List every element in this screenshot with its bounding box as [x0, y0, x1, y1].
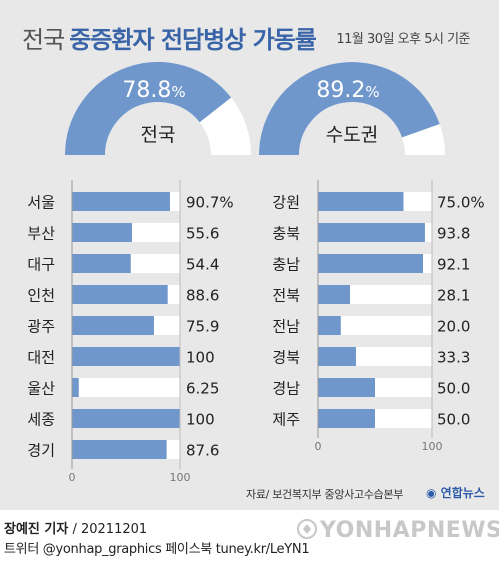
bar — [318, 347, 356, 366]
bar — [318, 316, 341, 335]
bar — [72, 223, 133, 242]
gauge-label: 수도권 — [326, 124, 378, 146]
bar — [318, 254, 423, 273]
category-label: 경북 — [272, 349, 300, 367]
category-label: 광주 — [27, 318, 55, 336]
bar — [72, 254, 131, 273]
bar — [318, 192, 404, 211]
bar-track — [318, 316, 432, 335]
category-label: 울산 — [27, 380, 55, 398]
footer-credit: 장예진 기자 / 20211201 — [4, 518, 147, 537]
value-label: 50.0 — [437, 411, 470, 429]
value-label: 50.0 — [437, 380, 470, 398]
title-main: 중증환자 전담병상 가동률 — [69, 26, 317, 54]
source-note: 자료/ 보건복지부 중앙사고수습본부 — [246, 488, 404, 501]
publish-code: / 20211201 — [72, 522, 148, 537]
category-label: 인천 — [27, 287, 55, 305]
value-label: 90.7% — [186, 194, 234, 212]
value-label: 55.6 — [186, 225, 219, 243]
value-label: 93.8 — [437, 225, 470, 243]
gauge-value: 89.2% — [316, 78, 379, 103]
category-label: 충남 — [272, 256, 300, 274]
value-label: 33.3 — [437, 349, 470, 367]
category-label: 서울 — [27, 194, 55, 212]
watermark-text: YONHAPNEWS — [320, 518, 499, 543]
bar-track — [72, 378, 180, 397]
gauge-value-unit: % — [171, 83, 185, 101]
value-label: 87.6 — [186, 442, 219, 460]
gauge-value-unit: % — [365, 83, 379, 101]
bar — [72, 316, 154, 335]
bar — [72, 192, 170, 211]
bar — [318, 223, 425, 242]
gauge-fill — [65, 62, 232, 156]
gauge-value: 78.8% — [122, 78, 185, 103]
value-label: 100 — [186, 411, 215, 429]
bar — [72, 378, 79, 397]
tick-label: 100 — [170, 471, 191, 484]
gauge-fill — [259, 62, 440, 156]
bar — [72, 347, 180, 366]
brand-name: 연합뉴스 — [440, 486, 485, 500]
value-label: 20.0 — [437, 318, 470, 336]
footer-social: 트위터 @yonhap_graphics 페이스북 tuney.kr/LeYN1 — [4, 542, 310, 557]
tick-label: 100 — [422, 440, 443, 453]
bar — [72, 440, 167, 459]
bar — [72, 285, 168, 304]
gauge-label: 전국 — [141, 124, 176, 146]
title-date: 11월 30일 오후 5시 기준 — [336, 32, 470, 47]
brand-logo: ◉ 연합뉴스 — [426, 484, 485, 501]
category-label: 세종 — [27, 411, 55, 429]
tick-label: 0 — [69, 471, 76, 484]
category-label: 전북 — [272, 287, 300, 305]
category-label: 경기 — [27, 442, 55, 460]
title-row: 전국 중증환자 전담병상 가동률 11월 30일 오후 5시 기준 — [22, 20, 492, 60]
bar — [318, 409, 375, 428]
category-label: 전남 — [272, 318, 300, 336]
value-label: 54.4 — [186, 256, 219, 274]
value-label: 88.6 — [186, 287, 219, 305]
value-label: 75.9 — [186, 318, 219, 336]
value-label: 100 — [186, 349, 215, 367]
gauge-value-number: 78.8 — [122, 78, 171, 103]
gauge-value-number: 89.2 — [316, 78, 365, 103]
category-label: 제주 — [272, 411, 300, 429]
category-label: 강원 — [272, 194, 300, 212]
value-label: 92.1 — [437, 256, 470, 274]
value-label: 6.25 — [186, 380, 219, 398]
bar — [72, 409, 180, 428]
bar — [318, 285, 351, 304]
category-label: 대전 — [27, 349, 55, 367]
category-label: 충북 — [272, 225, 300, 243]
footer: 장예진 기자 / 20211201 트위터 @yonhap_graphics 페… — [0, 510, 499, 562]
category-label: 부산 — [27, 225, 55, 243]
value-label: 75.0% — [437, 194, 485, 212]
title-prefix: 전국 — [22, 26, 65, 54]
watermark-icon — [297, 519, 317, 539]
author-name: 장예진 기자 — [4, 522, 69, 537]
brand-icon: ◉ — [426, 486, 437, 500]
infographic-panel: 전국 중증환자 전담병상 가동률 11월 30일 오후 5시 기준 78.8% 전… — [0, 0, 499, 510]
category-label: 경남 — [272, 380, 300, 398]
value-label: 28.1 — [437, 287, 470, 305]
bar — [318, 378, 375, 397]
tick-label: 0 — [315, 440, 322, 453]
category-label: 대구 — [27, 256, 55, 274]
